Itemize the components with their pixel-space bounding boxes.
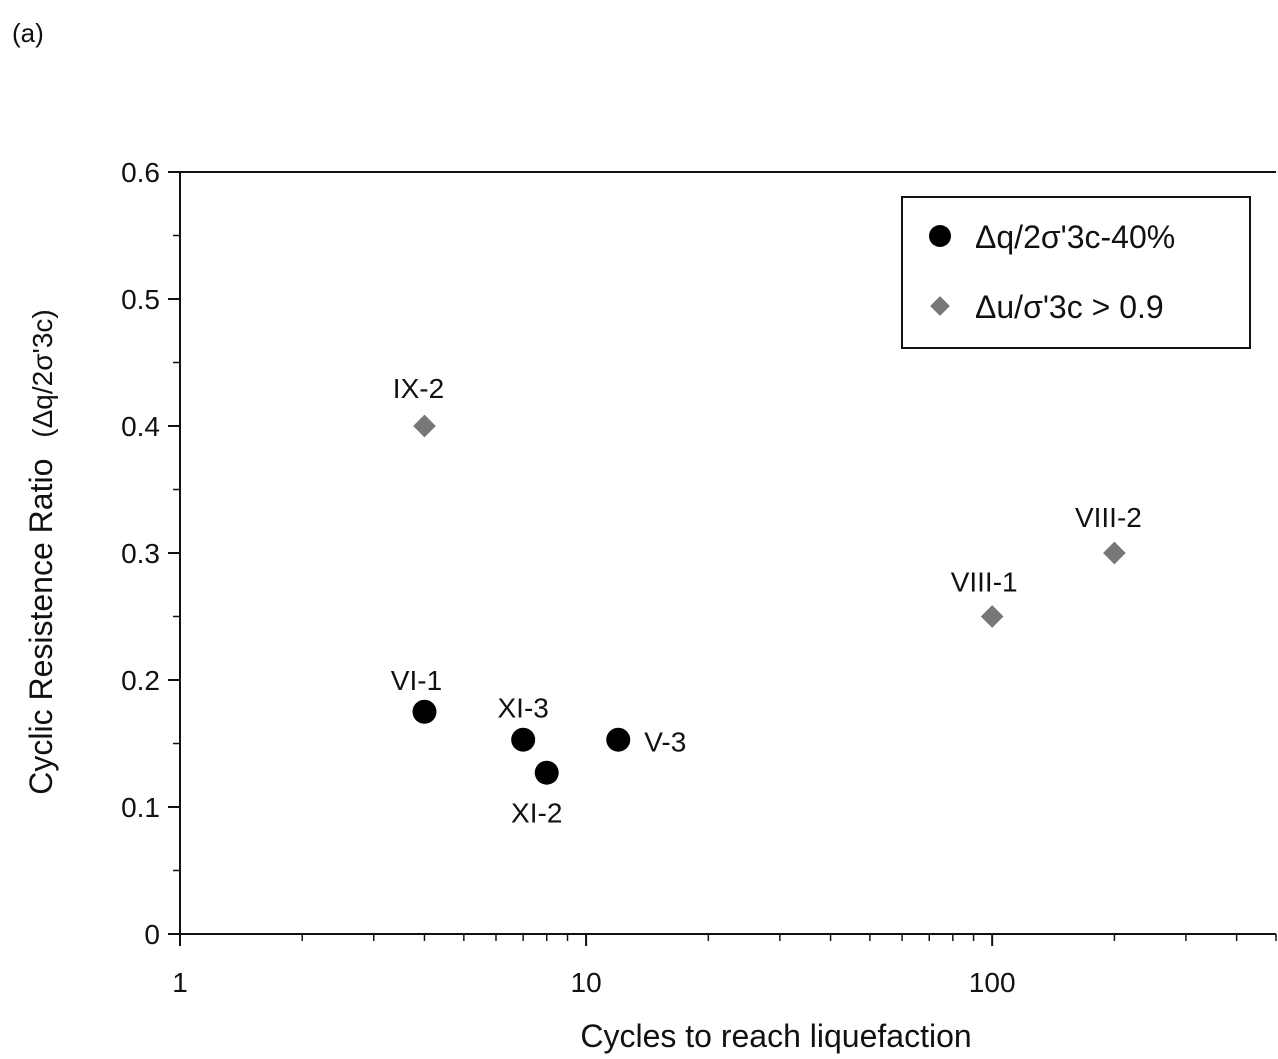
y-tick-label: 0.5	[121, 284, 160, 315]
data-point-label: XI-3	[497, 693, 548, 724]
x-tick-label: 1	[172, 967, 188, 998]
y-axis-label-paren: (Δq/2σ'3c)	[27, 309, 58, 437]
legend-marker-circle	[929, 225, 951, 247]
legend-label-1: Δu/σ'3c > 0.9	[975, 289, 1164, 325]
data-point-label: VIII-1	[951, 567, 1018, 598]
y-tick-label: 0.3	[121, 538, 160, 569]
legend-marker-diamond	[930, 296, 950, 316]
data-point-diamond	[980, 605, 1004, 628]
data-point-label: VIII-2	[1075, 502, 1142, 533]
y-tick-label: 0	[144, 919, 160, 950]
data-point-label: XI-2	[511, 798, 562, 829]
x-axis-label: Cycles to reach liquefaction	[580, 1018, 971, 1054]
data-point-label: V-3	[644, 727, 686, 758]
y-tick-label: 0.6	[121, 157, 160, 188]
data-point-label: VI-1	[391, 665, 442, 696]
y-tick-label: 0.2	[121, 665, 160, 696]
y-tick-label: 0.1	[121, 792, 160, 823]
panel-label: (a)	[12, 18, 44, 48]
x-tick-label: 100	[969, 967, 1016, 998]
data-point-diamond	[1103, 541, 1126, 565]
y-tick-label: 0.4	[121, 411, 160, 442]
y-axis-label: Cyclic Resistence Ratio (Δq/2σ'3c)	[23, 309, 59, 794]
axis-ticks: 0 0.1 0.2 0.3 0.4 0.5 0.6 1 10 100	[121, 157, 1277, 998]
data-point-circle	[606, 727, 631, 752]
legend: Δq/2σ'3c-40% Δu/σ'3c > 0.9	[901, 196, 1251, 349]
x-tick-label: 10	[571, 967, 602, 998]
data-point-diamond	[413, 414, 436, 438]
data-point-circle	[511, 727, 536, 752]
data-points: VI-1 XI-3 XI-2 V-3 IX-2 VIII-1 VIII-2	[391, 373, 1142, 829]
data-point-circle	[534, 760, 559, 785]
data-point-label: IX-2	[393, 373, 444, 404]
data-point-circle	[412, 699, 437, 724]
legend-box	[901, 196, 1251, 349]
legend-label-0: Δq/2σ'3c-40%	[975, 219, 1175, 255]
y-axis-label-main: Cyclic Resistence Ratio	[23, 459, 59, 795]
